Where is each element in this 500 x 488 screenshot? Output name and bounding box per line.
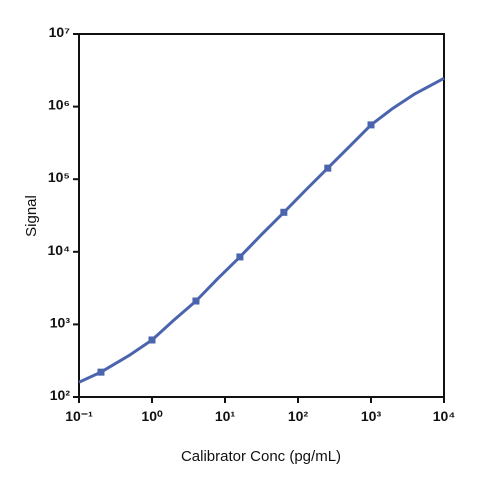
data-point xyxy=(148,336,156,344)
y-tick-label: 10⁶ xyxy=(48,97,70,113)
x-tick-label: 10³ xyxy=(361,408,382,424)
x-tick-label: 10² xyxy=(288,408,309,424)
y-tick-label: 10³ xyxy=(50,314,71,330)
plot-frame xyxy=(78,33,445,398)
x-tick-label: 10⁻¹ xyxy=(65,408,93,424)
y-tick-label: 10² xyxy=(50,387,71,403)
data-point xyxy=(236,253,244,261)
data-point xyxy=(324,164,332,172)
y-tick-label: 10⁴ xyxy=(48,242,71,258)
fit-curve xyxy=(78,76,445,384)
x-tick-label: 10¹ xyxy=(215,408,236,424)
data-point xyxy=(367,121,375,129)
y-axis-label: Signal xyxy=(23,195,40,237)
data-point xyxy=(280,208,288,216)
x-tick-label: 10⁴ xyxy=(433,408,456,424)
x-tick-label: 10⁰ xyxy=(141,408,163,424)
y-tick-label: 10⁵ xyxy=(48,169,70,185)
y-tick-label: 10⁷ xyxy=(49,24,71,40)
data-point xyxy=(192,297,200,305)
data-point xyxy=(97,368,105,376)
x-axis-label: Calibrator Conc (pg/mL) xyxy=(181,448,341,465)
